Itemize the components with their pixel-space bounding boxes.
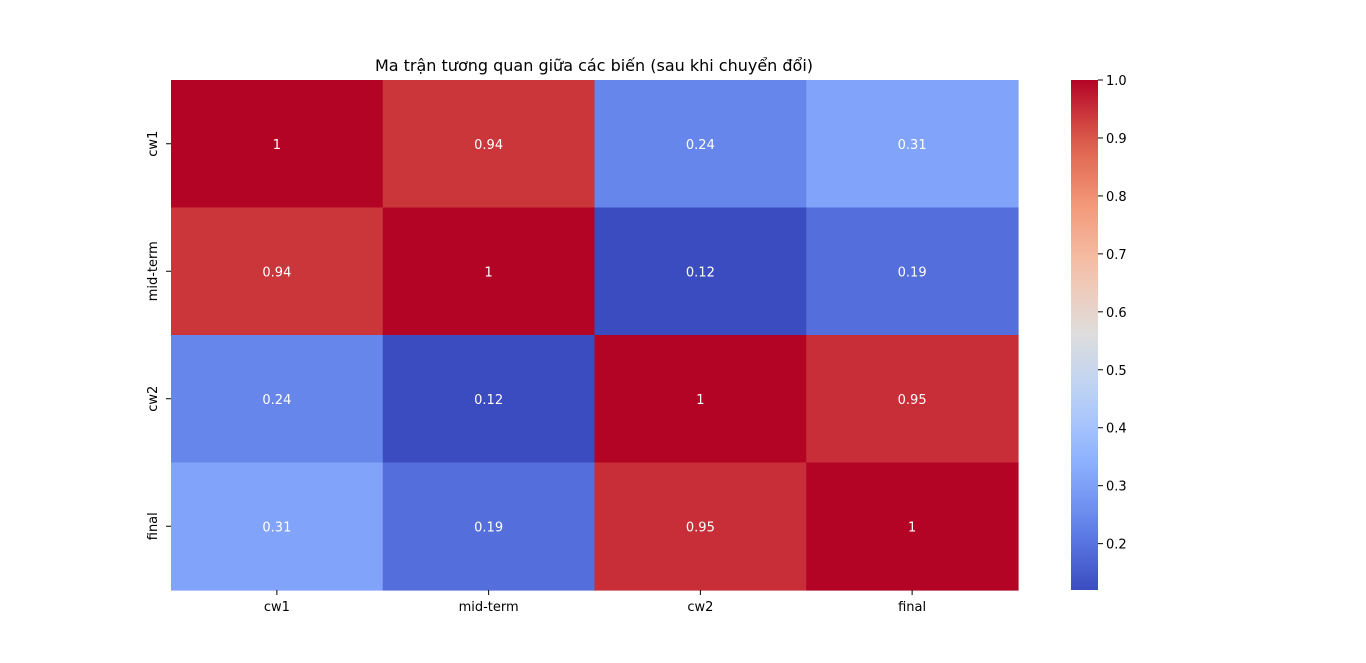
- heatmap-cell: [594, 335, 807, 464]
- y-axis: cw1 mid-term cw2 final: [146, 131, 171, 540]
- cell-annotation: 1: [908, 520, 916, 535]
- heatmap-cell: [806, 80, 1019, 209]
- heatmap-cell: [382, 207, 596, 336]
- heatmap-cell: [806, 335, 1019, 464]
- x-tick-label: mid-term: [459, 600, 519, 615]
- cell-annotation: 0.12: [686, 265, 715, 280]
- heatmap-cell: [171, 207, 384, 336]
- colorbar-tick-label: 0.3: [1106, 480, 1127, 495]
- heatmap-cell: [594, 80, 807, 209]
- colorbar-tick-label: 0.4: [1106, 422, 1127, 437]
- x-axis: cw1 mid-term cw2 final: [264, 590, 926, 615]
- cell-annotation: 0.95: [686, 520, 715, 535]
- colorbar-tick-label: 0.5: [1106, 364, 1127, 379]
- colorbar-tick-label: 0.6: [1106, 306, 1127, 321]
- cell-annotation: 0.95: [898, 393, 927, 408]
- cell-annotation: 0.24: [262, 393, 291, 408]
- cell-annotation: 1: [273, 138, 281, 153]
- colorbar-tick-label: 0.8: [1106, 190, 1127, 205]
- heatmap-cell: [171, 80, 384, 209]
- colorbar-tick-label: 0.2: [1106, 538, 1127, 553]
- colorbar-tick-label: 0.7: [1106, 248, 1127, 263]
- heatmap-cell: [806, 207, 1019, 336]
- y-tick-label: cw2: [146, 386, 161, 412]
- colorbar-gradient: [1071, 80, 1098, 590]
- colorbar-ticks: 0.2 0.3 0.4 0.5 0.6 0.7 0.8 0.9 1.0: [1098, 74, 1127, 553]
- cell-annotation: 1: [484, 265, 492, 280]
- y-tick-label: final: [146, 512, 161, 540]
- heatmap-cells: [171, 80, 1019, 591]
- heatmap-annotations: 1 0.94 0.24 0.31 0.94 1 0.12 0.19 0.24 0.12 1 0.95 0…: [262, 138, 926, 536]
- heatmap-cell: [594, 462, 807, 591]
- chart-title: Ma trận tương quan giữa các biến (sau kh…: [375, 56, 813, 75]
- heatmap-cell: [382, 462, 596, 591]
- cell-annotation: 0.31: [898, 138, 927, 153]
- x-tick-label: final: [898, 600, 926, 615]
- cell-annotation: 0.24: [686, 138, 715, 153]
- x-tick-label: cw2: [687, 600, 713, 615]
- cell-annotation: 0.94: [262, 265, 291, 280]
- heatmap-cell: [806, 462, 1019, 591]
- y-tick-label: mid-term: [146, 241, 161, 301]
- heatmap-cell: [171, 335, 384, 464]
- heatmap-cell: [594, 207, 807, 336]
- colorbar: [1071, 80, 1098, 590]
- cell-annotation: 1: [696, 393, 704, 408]
- heatmap-cell: [382, 335, 596, 464]
- cell-annotation: 0.19: [474, 520, 503, 535]
- y-tick-label: cw1: [146, 131, 161, 157]
- x-tick-label: cw1: [264, 600, 290, 615]
- cell-annotation: 0.12: [474, 393, 503, 408]
- heatmap-cell: [171, 462, 384, 591]
- colorbar-tick-label: 1.0: [1106, 74, 1127, 89]
- heatmap-cell: [382, 80, 596, 209]
- colorbar-tick-label: 0.9: [1106, 132, 1127, 147]
- cell-annotation: 0.31: [262, 520, 291, 535]
- cell-annotation: 0.94: [474, 138, 503, 153]
- cell-annotation: 0.19: [898, 265, 927, 280]
